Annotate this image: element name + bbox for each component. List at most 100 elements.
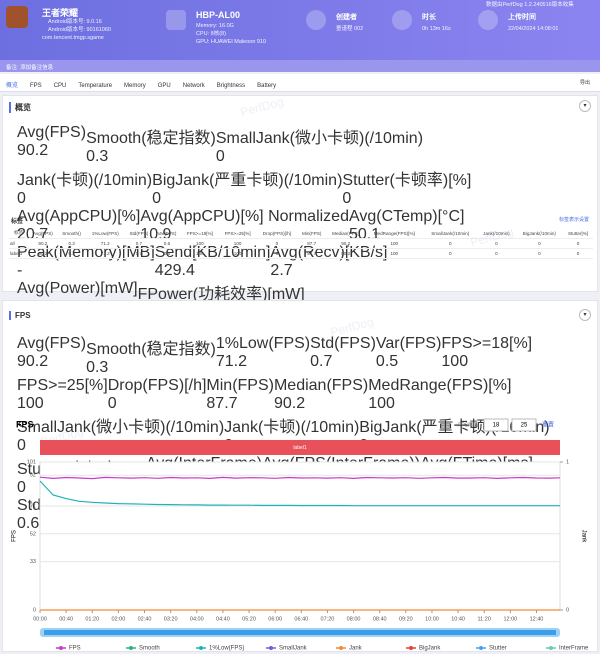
plot-area [39, 461, 561, 611]
label-bar-text: label1 [293, 445, 307, 451]
note-bar: 备注: 添加备注信息 [0, 60, 600, 72]
x-tick-label: 12:00 [503, 616, 517, 622]
legend-dot[interactable] [549, 646, 553, 650]
tab[interactable]: Network [182, 83, 205, 89]
legend-dot[interactable] [479, 646, 483, 650]
stat-label: 1%Low(FPS) [215, 335, 311, 352]
upload-time: 22/04/2024 14:08:01 [508, 26, 559, 32]
device-icon [166, 10, 186, 30]
legend-label[interactable]: Stutter [489, 646, 507, 652]
legend-dot[interactable] [199, 646, 203, 650]
legend-dot[interactable] [129, 646, 133, 650]
x-tick-label: 05:20 [242, 616, 256, 622]
table-cell: 100 [180, 238, 219, 249]
tab[interactable]: Temperature [78, 83, 113, 89]
stat: Jank(卡顿)(/10min)0 [17, 166, 152, 208]
column-header: Smooth() [57, 228, 86, 239]
column-header: Jank(/10min) [477, 228, 516, 239]
overview-card: 概览 ▾ Avg(FPS) 90.2 Smooth(稳定指数) 0.3 SmallJan… [2, 95, 598, 321]
collapse-button[interactable]: ▾ [579, 100, 591, 112]
table-cell: 0 [563, 248, 593, 259]
stat-value: 0 [17, 190, 26, 207]
tab[interactable]: 概览 [6, 83, 19, 89]
legend-label[interactable]: Smooth [139, 646, 160, 652]
x-tick-label: 10:00 [425, 616, 439, 622]
duration-label: 时长 [422, 14, 436, 21]
x-tick-label: 12:40 [530, 616, 544, 622]
x-tick-label: 07:20 [321, 616, 335, 622]
stat-label: Avg(FPS) [17, 335, 87, 352]
settings-link[interactable]: 标签表示设置 [558, 217, 589, 223]
legend-label[interactable]: 1%Low(FPS) [209, 646, 244, 652]
legend-label[interactable]: BigJank [419, 646, 441, 652]
column-header: 标签 [9, 228, 29, 239]
column-header: Avg(FPS) [28, 228, 58, 239]
table-cell: 100 [218, 248, 257, 259]
table-cell: label1 [9, 248, 29, 259]
table-cell: 100 [365, 238, 424, 249]
stat-label: FPS>=18[%] [441, 335, 533, 352]
note-input[interactable]: 添加备注信息 [20, 65, 54, 71]
legend-dot[interactable] [409, 646, 413, 650]
stat: 1%Low(FPS) 71.2 [216, 335, 310, 377]
table-cell: 90.2 [28, 248, 58, 259]
tab[interactable]: CPU [53, 83, 67, 89]
device-name: HBP-AL00 [196, 10, 241, 20]
column-header: Min(FPS) [297, 228, 327, 239]
stat-value: 0.7 [310, 353, 333, 370]
tab[interactable]: Memory [124, 83, 146, 89]
x-tick-label: 06:00 [268, 616, 282, 622]
stat: Stutter(卡顿率)[%]0 [342, 166, 471, 208]
x-tick-label: 11:20 [478, 616, 491, 622]
tab[interactable]: GPU [157, 83, 171, 89]
table-cell: 100 [180, 248, 219, 259]
legend-label[interactable]: SmallJank [279, 646, 308, 652]
legend-label[interactable]: FPS [69, 646, 81, 652]
table-cell: all [9, 238, 29, 249]
stat: Smooth(稳定指数) 0.3 [86, 124, 216, 166]
export[interactable]: 导出 [579, 80, 590, 86]
legend-dot[interactable] [339, 646, 343, 650]
x-tick-label: 03:20 [164, 616, 178, 622]
column-header: SmallJank(/10min) [423, 228, 478, 239]
stat-value: 0.3 [86, 148, 109, 165]
stat: BigJank(严重卡顿)(/10min)0 [152, 166, 342, 208]
app-version: Android版本号: 9.0.16 [48, 19, 102, 25]
table-row: label1 90.2 0.3 71.2 0.7 0.5 100 100 0 87.7 90.2 10… [9, 248, 593, 259]
stat-value: 0 [17, 437, 26, 454]
stat-value: 0 [107, 395, 117, 412]
tab[interactable]: Battery [257, 83, 277, 89]
x-tick-label: 00:40 [59, 616, 73, 622]
x-tick-label: 08:00 [347, 616, 361, 622]
tab[interactable]: Brightness [216, 83, 246, 89]
legend-dot[interactable] [59, 646, 63, 650]
table-cell: 90.2 [326, 248, 366, 259]
table-cell: 0 [563, 238, 593, 249]
reset-button[interactable]: 重置 [542, 421, 554, 429]
y-axis-label: FPS [12, 530, 18, 542]
stat: SmallJank(微小卡顿)(/10min) 0 [17, 413, 224, 455]
creator-icon [306, 10, 326, 30]
threshold-input[interactable] [511, 418, 537, 432]
tab[interactable]: FPS [30, 83, 42, 89]
table-cell: 0.3 [57, 248, 86, 259]
note-label: 备注: [6, 65, 19, 71]
x-tick-label: 06:40 [294, 616, 308, 622]
stat-label: Var(FPS) [375, 335, 442, 352]
creator-label: 创建者 [336, 14, 357, 21]
table-header: 标签 Avg(FPS) Smooth() 1%Low(FPS) Std(FPS) Var(… [9, 228, 593, 239]
legend-dot[interactable] [269, 646, 273, 650]
scrollbar-thumb[interactable] [44, 630, 556, 635]
table-cell: 0 [423, 248, 478, 259]
table-cell: 0 [477, 248, 516, 259]
stat-value: 0 [342, 190, 352, 207]
threshold-input[interactable] [483, 418, 509, 432]
collapse-button[interactable]: ▾ [579, 309, 591, 321]
legend-label[interactable]: Jank [349, 646, 363, 652]
threshold-value: 18 [493, 423, 500, 429]
table-cell: 0 [515, 248, 564, 259]
legend-label[interactable]: InterFrame [559, 646, 589, 652]
x-tick-label: 04:00 [190, 616, 204, 622]
upload-icon [478, 10, 498, 30]
stat: SmallJank(微小卡顿)(/10min) 0 [216, 124, 423, 166]
